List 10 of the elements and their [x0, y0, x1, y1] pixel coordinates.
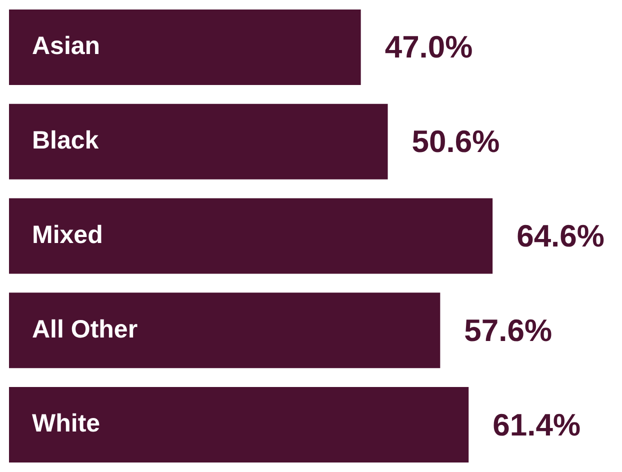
- data-label: 57.6%: [464, 312, 552, 348]
- y-tick-label: Mixed: [32, 220, 103, 249]
- y-tick-label: Black: [32, 126, 99, 154]
- data-label: 64.6%: [516, 218, 604, 254]
- y-tick-label: All Other: [32, 315, 138, 344]
- y-tick-label: White: [32, 410, 100, 438]
- data-label: 50.6%: [412, 124, 500, 160]
- data-label: 47.0%: [384, 30, 473, 65]
- data-label: 61.4%: [492, 407, 581, 442]
- y-tick-label: Asian: [32, 32, 100, 60]
